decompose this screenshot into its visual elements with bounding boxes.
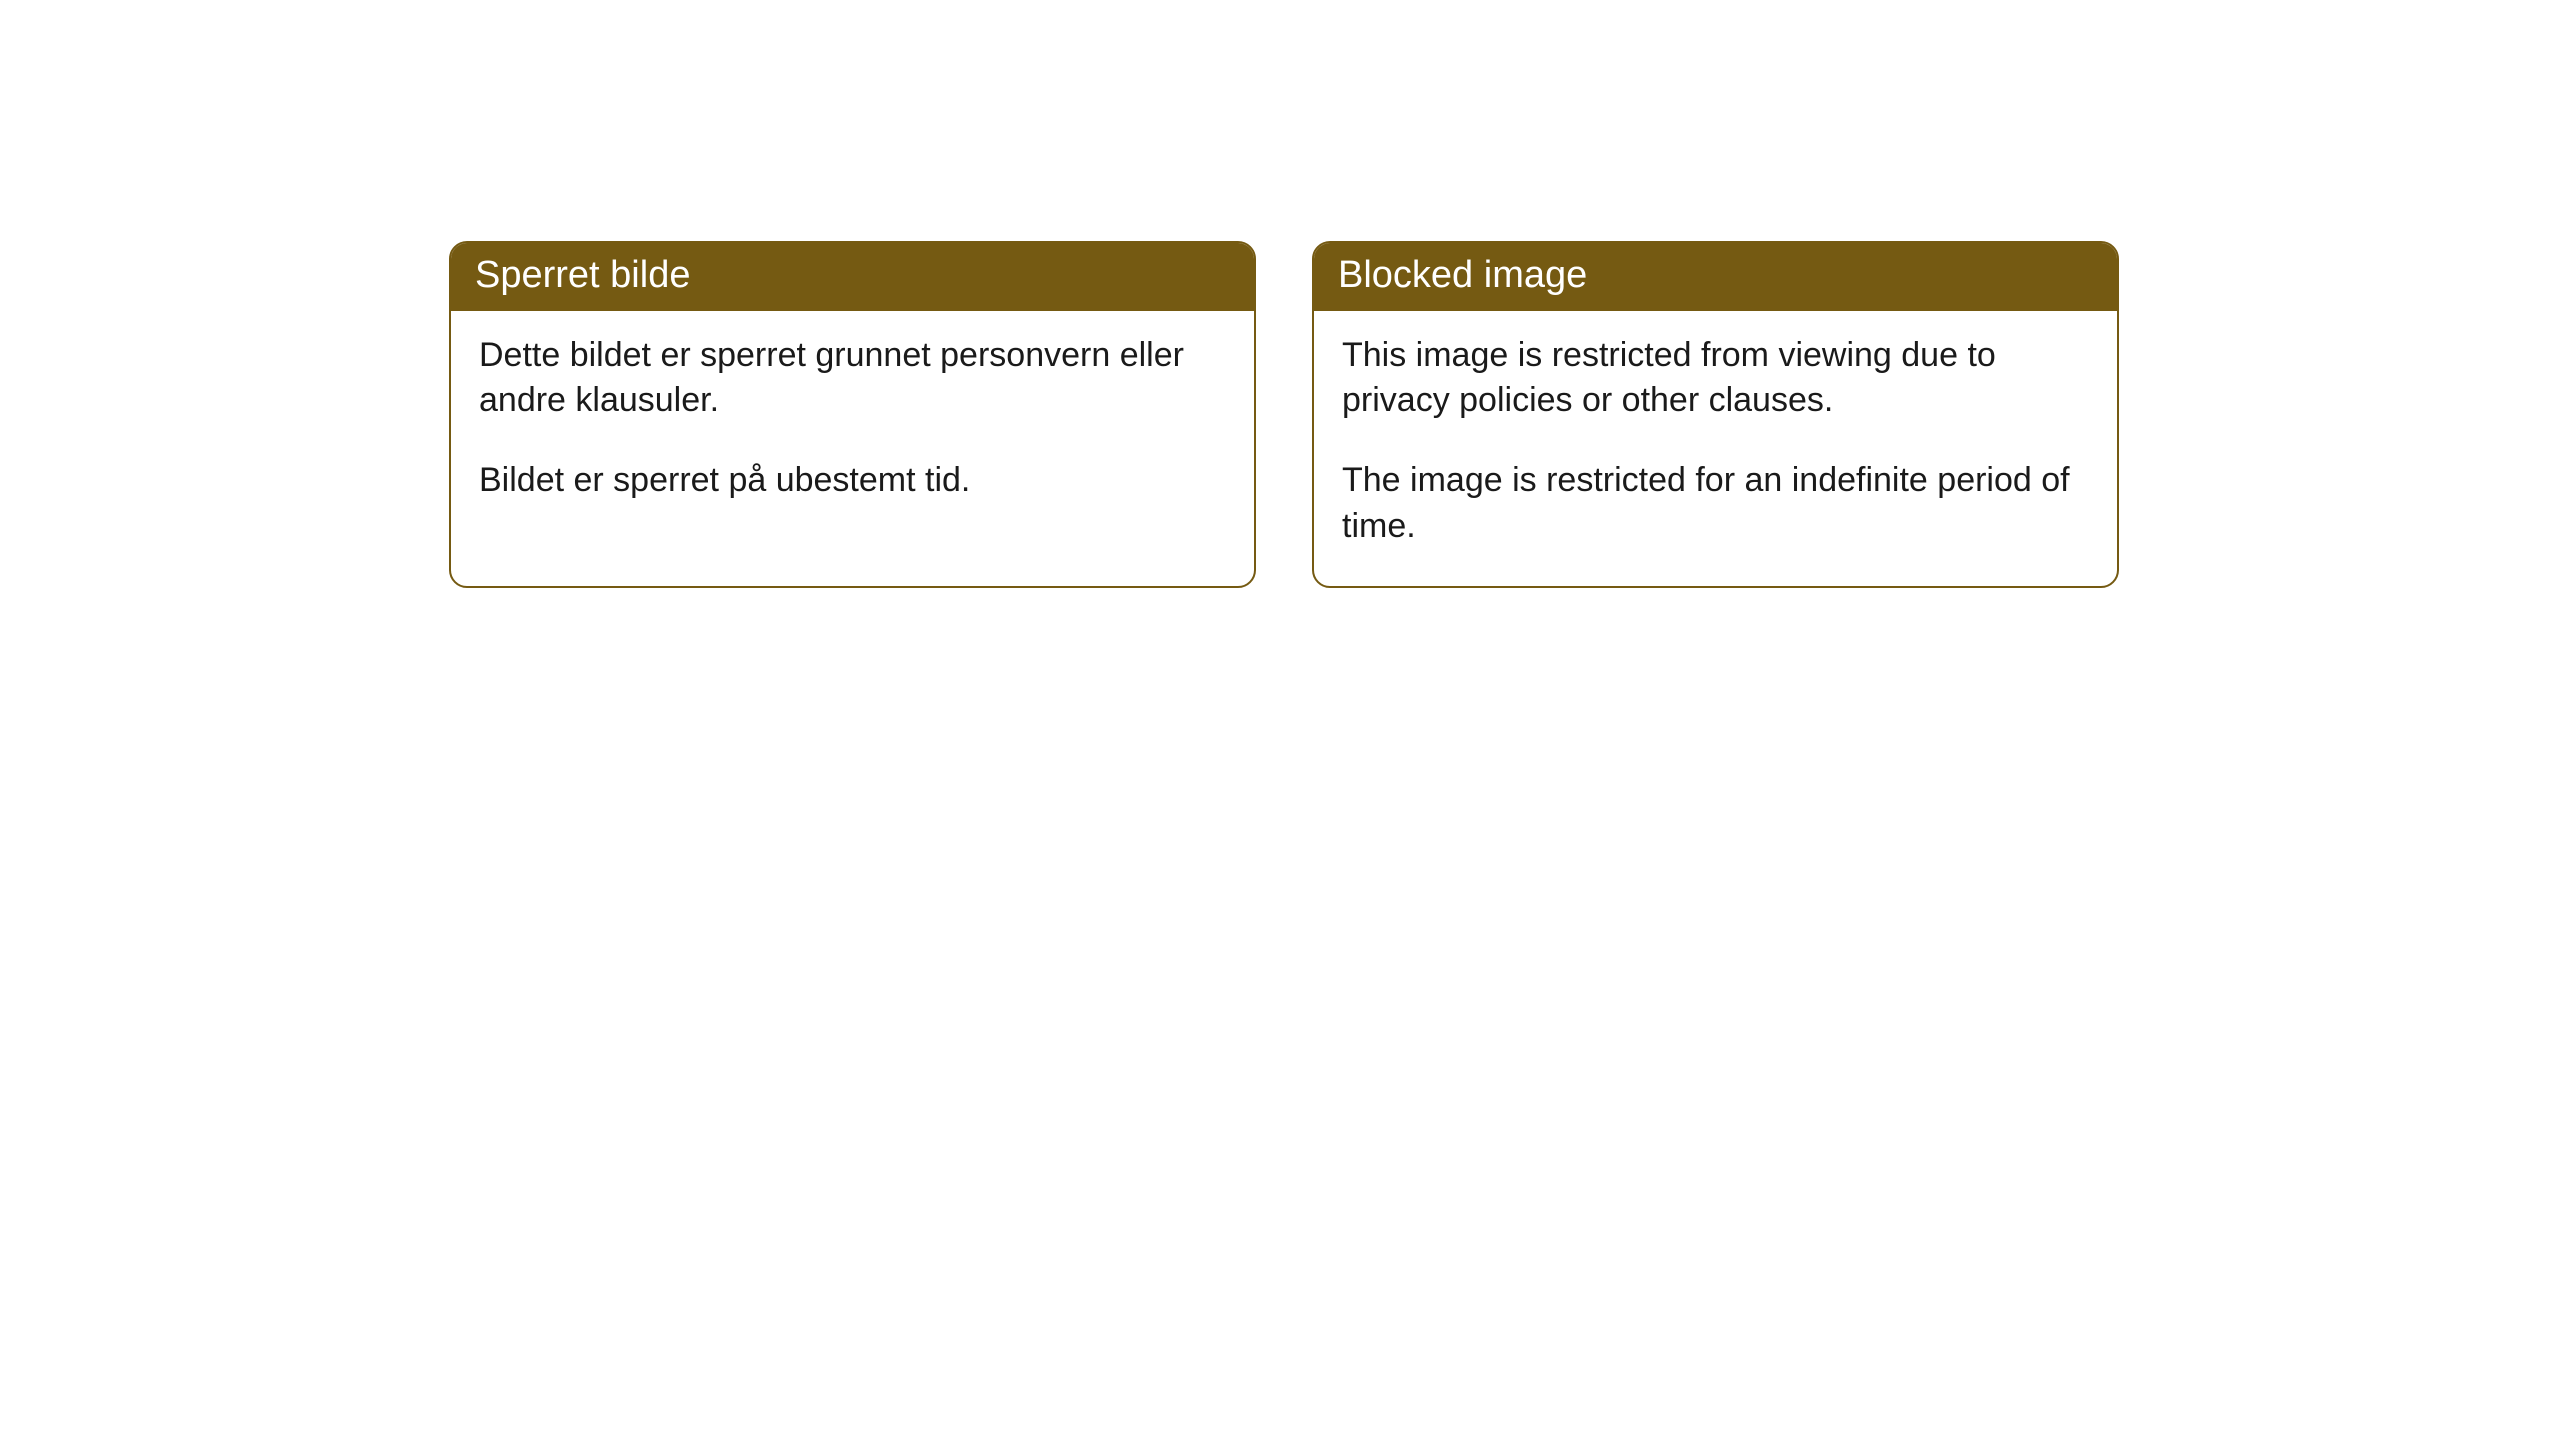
- card-body-no: Dette bildet er sperret grunnet personve…: [451, 311, 1254, 541]
- card-header-no: Sperret bilde: [451, 243, 1254, 311]
- card-paragraph: The image is restricted for an indefinit…: [1342, 458, 2089, 550]
- card-paragraph: This image is restricted from viewing du…: [1342, 333, 2089, 425]
- notice-container: Sperret bilde Dette bildet er sperret gr…: [449, 241, 2119, 588]
- card-header-en: Blocked image: [1314, 243, 2117, 311]
- blocked-image-card-no: Sperret bilde Dette bildet er sperret gr…: [449, 241, 1256, 588]
- card-paragraph: Dette bildet er sperret grunnet personve…: [479, 333, 1226, 425]
- card-paragraph: Bildet er sperret på ubestemt tid.: [479, 458, 1226, 504]
- blocked-image-card-en: Blocked image This image is restricted f…: [1312, 241, 2119, 588]
- card-body-en: This image is restricted from viewing du…: [1314, 311, 2117, 587]
